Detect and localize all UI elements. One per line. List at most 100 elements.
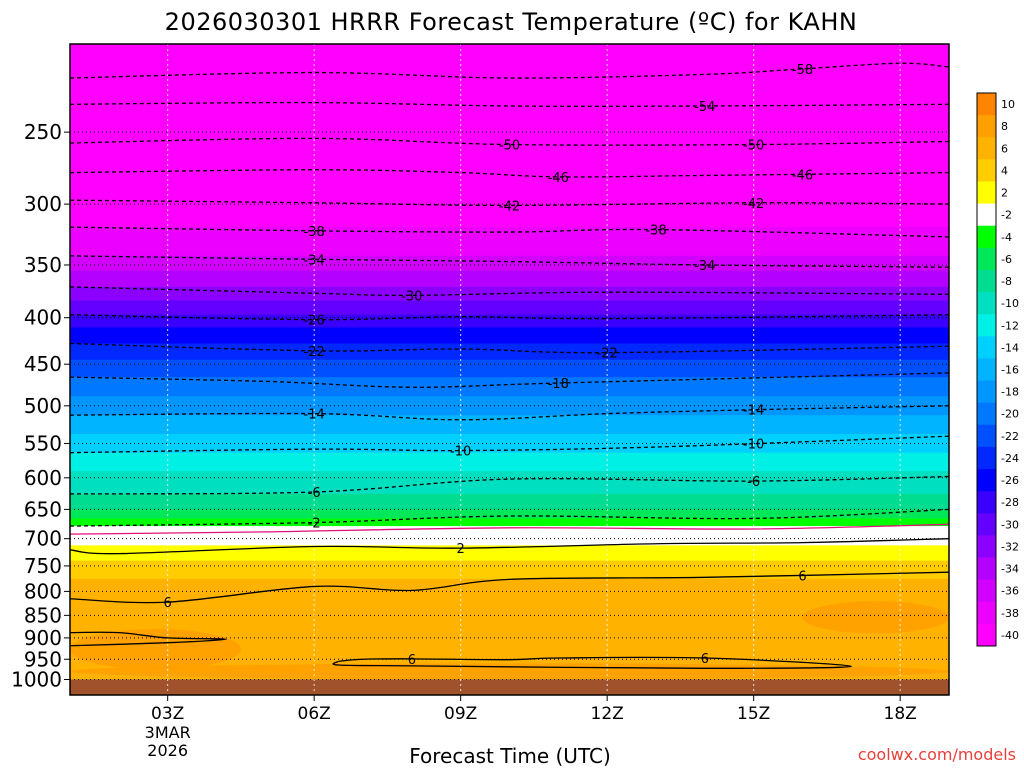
contour-line	[70, 571, 949, 604]
x-tick-label: 15Z	[737, 704, 770, 724]
colorbar-label: -26	[1001, 474, 1019, 487]
contour-label: -38	[304, 225, 325, 240]
y-tick-label: 350	[24, 253, 62, 277]
x-axis-label: Forecast Time (UTC)	[409, 744, 611, 768]
colorbar-label: 10	[1001, 98, 1015, 111]
contour-label: -46	[792, 168, 813, 183]
contour-line	[332, 656, 852, 669]
y-tick-label: 950	[24, 647, 62, 671]
contour-label: 6	[798, 569, 806, 584]
y-tick-label: 600	[24, 466, 62, 490]
colorbar-label: 2	[1001, 187, 1008, 200]
contour-label: -58	[792, 63, 813, 78]
contour-label: -10	[450, 445, 471, 460]
y-tick-label: 850	[24, 603, 62, 627]
temp-band	[70, 545, 949, 562]
y-tick-label: 400	[24, 306, 62, 330]
contour-label: -14	[304, 408, 325, 423]
colorbar-swatch	[977, 115, 996, 138]
contour-label: 6	[164, 596, 172, 611]
temp-band	[70, 493, 949, 511]
contour-label: -54	[694, 100, 715, 115]
colorbar-swatch	[977, 424, 996, 448]
y-tick-label: 650	[24, 497, 62, 521]
temp-band	[70, 471, 949, 495]
colorbar-swatch	[977, 292, 996, 315]
temp-band	[70, 509, 949, 520]
contour-label: -6	[308, 486, 321, 501]
y-tick-label: 800	[24, 579, 62, 603]
colorbar-swatch	[977, 137, 996, 160]
temp-band	[70, 255, 949, 272]
temp-band	[70, 286, 949, 302]
colorbar-label: -10	[1001, 297, 1019, 310]
colorbar-label: -34	[1001, 563, 1019, 576]
credit-text: coolwx.com/models	[858, 745, 1016, 764]
contour-label: 2	[457, 542, 465, 557]
contour-label: 6	[701, 652, 709, 667]
plot-frame	[69, 43, 950, 696]
contour-label: -38	[645, 224, 666, 239]
warm-pocket	[70, 629, 241, 670]
colorbar-swatch	[977, 402, 996, 426]
y-tick-label: 450	[24, 352, 62, 376]
y-tick-label: 250	[24, 120, 62, 144]
colorbar-swatch	[977, 380, 996, 404]
colorbar-swatch	[977, 446, 996, 470]
temp-band	[70, 396, 949, 416]
contour-label: -34	[694, 259, 715, 274]
contour-line	[70, 286, 949, 297]
x-tick-sublabel: 2026	[147, 741, 188, 760]
below-surface-fill	[70, 679, 949, 695]
contour-label: -42	[743, 197, 764, 212]
colorbar-swatch	[977, 535, 996, 559]
contour-label: -50	[499, 139, 520, 154]
colorbar-frame	[976, 92, 997, 647]
temp-band	[70, 434, 949, 454]
colorbar-label: -16	[1001, 364, 1019, 377]
chart-title: 2026030301 HRRR Forecast Temperature (ºC…	[165, 8, 858, 36]
y-tick-label: 750	[24, 554, 62, 578]
contour-line	[70, 631, 227, 647]
colorbar-swatch	[977, 358, 996, 382]
colorbar-swatch	[977, 247, 996, 271]
contour-line	[70, 523, 949, 535]
x-tick-label: 12Z	[591, 704, 624, 724]
contour-line	[70, 137, 949, 146]
colorbar-swatch	[977, 579, 996, 603]
temp-band	[70, 377, 949, 397]
contour-label: -18	[548, 377, 569, 392]
contour-label: -26	[304, 314, 325, 329]
colorbar-label: -22	[1001, 430, 1019, 443]
contour-label: -22	[597, 347, 618, 362]
contour-line	[70, 435, 949, 454]
colorbar-swatch	[977, 469, 996, 492]
contour-label: -42	[499, 199, 520, 214]
contour-label: -50	[743, 139, 764, 154]
colorbar-label: -24	[1001, 452, 1019, 465]
colorbar-swatch	[977, 269, 996, 293]
contour-line	[70, 199, 949, 207]
contour-line	[70, 508, 949, 527]
colorbar-label: -28	[1001, 496, 1019, 509]
colorbar-label: -14	[1001, 341, 1019, 354]
contour-line	[70, 372, 949, 388]
colorbar-label: -12	[1001, 319, 1019, 332]
y-tick-label: 550	[24, 431, 62, 455]
colorbar-swatch	[977, 314, 996, 337]
contour-label: -46	[548, 171, 569, 186]
colorbar-swatch	[977, 225, 996, 249]
contour-label: -2	[308, 517, 321, 532]
temp-band	[70, 526, 949, 546]
colorbar-label: -6	[1001, 253, 1012, 266]
colorbar-label: -8	[1001, 275, 1012, 288]
colorbar-label: 8	[1001, 120, 1008, 133]
contour-line	[70, 538, 949, 555]
colorbar-label: 4	[1001, 164, 1008, 177]
colorbar-label: -32	[1001, 540, 1019, 553]
colorbar-swatch	[977, 601, 996, 625]
temp-band	[70, 270, 949, 288]
colorbar-swatch	[977, 93, 996, 116]
y-tick-label: 300	[24, 192, 62, 216]
